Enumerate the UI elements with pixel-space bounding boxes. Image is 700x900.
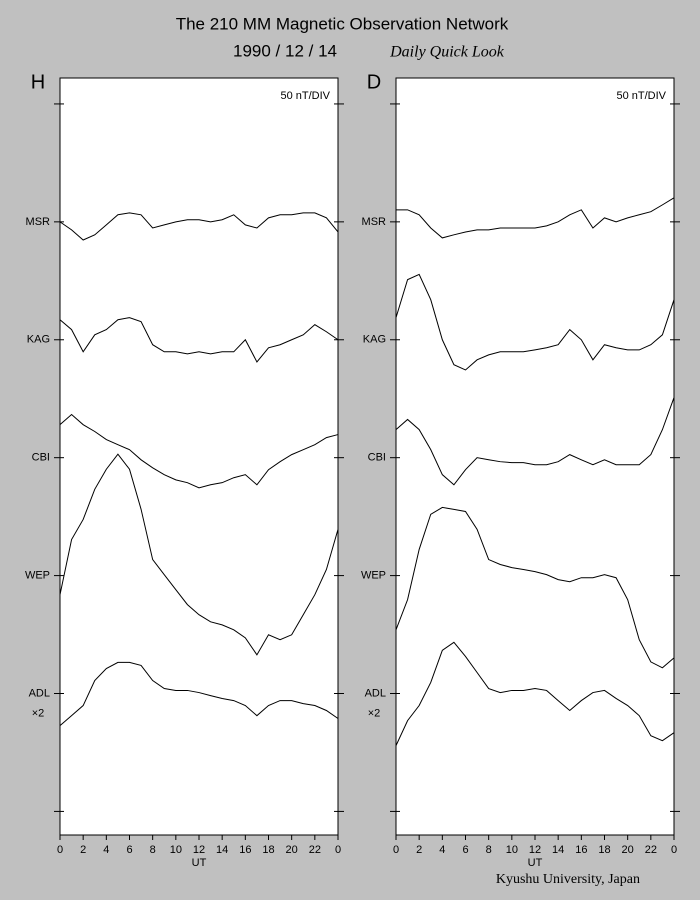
plot-area (59, 77, 339, 836)
x-tick-label: 8 (150, 844, 156, 856)
y-tick-label: KAG (27, 334, 50, 346)
x-tick-label: 4 (439, 844, 445, 856)
y-tick-label: ADL (29, 687, 50, 699)
x-tick-label: 16 (575, 844, 587, 856)
x-tick-label: 6 (126, 844, 132, 856)
x-tick-label: 12 (529, 844, 541, 856)
y-tick-label: WEP (25, 569, 50, 581)
scale-note: ×2 (32, 707, 45, 719)
x-tick-label: 22 (645, 844, 657, 856)
trace (395, 641, 675, 746)
x-tick-label: 20 (622, 844, 634, 856)
unit-label: 50 nT/DIV (280, 90, 330, 102)
trace (59, 453, 339, 656)
panel-label: H (31, 71, 45, 93)
trace (395, 273, 675, 371)
trace (59, 317, 339, 363)
x-tick-label: 8 (486, 844, 492, 856)
x-axis-label: UT (192, 857, 207, 869)
trace (396, 197, 675, 239)
x-tick-label: 12 (193, 844, 205, 856)
x-tick-label: 0 (57, 844, 63, 856)
plot-area (395, 77, 675, 836)
x-axis-label: UT (528, 857, 543, 869)
x-tick-label: 0 (671, 844, 677, 856)
x-tick-label: 14 (552, 844, 564, 856)
trace (59, 413, 339, 489)
panel-label: D (367, 71, 381, 93)
y-tick-label: KAG (363, 334, 386, 346)
x-tick-label: 2 (80, 844, 86, 856)
x-tick-label: 20 (286, 844, 298, 856)
unit-label: 50 nT/DIV (616, 90, 666, 102)
x-tick-label: 6 (462, 844, 468, 856)
y-tick-label: MSR (362, 216, 387, 228)
x-tick-label: 14 (216, 844, 228, 856)
chart-title: The 210 MM Magnetic Observation Network (176, 14, 509, 33)
y-tick-label: MSR (26, 216, 51, 228)
x-tick-label: 10 (170, 844, 182, 856)
x-tick-label: 4 (103, 844, 109, 856)
scale-note: ×2 (368, 707, 381, 719)
y-tick-label: CBI (368, 452, 386, 464)
x-tick-label: 10 (506, 844, 518, 856)
date: 1990 / 12 / 14 (233, 41, 337, 60)
x-tick-label: 0 (335, 844, 341, 856)
x-tick-label: 0 (393, 844, 399, 856)
y-tick-label: CBI (32, 452, 50, 464)
subtitle: Daily Quick Look (389, 44, 505, 61)
y-tick-label: WEP (361, 569, 386, 581)
x-tick-label: 2 (416, 844, 422, 856)
trace (59, 661, 339, 726)
x-tick-label: 22 (309, 844, 321, 856)
trace (395, 506, 675, 669)
trace (395, 397, 675, 486)
x-tick-label: 16 (239, 844, 251, 856)
x-tick-label: 18 (598, 844, 610, 856)
footer: Kyushu University, Japan (496, 872, 640, 887)
y-tick-label: ADL (365, 687, 386, 699)
trace (59, 212, 339, 241)
x-tick-label: 18 (262, 844, 274, 856)
